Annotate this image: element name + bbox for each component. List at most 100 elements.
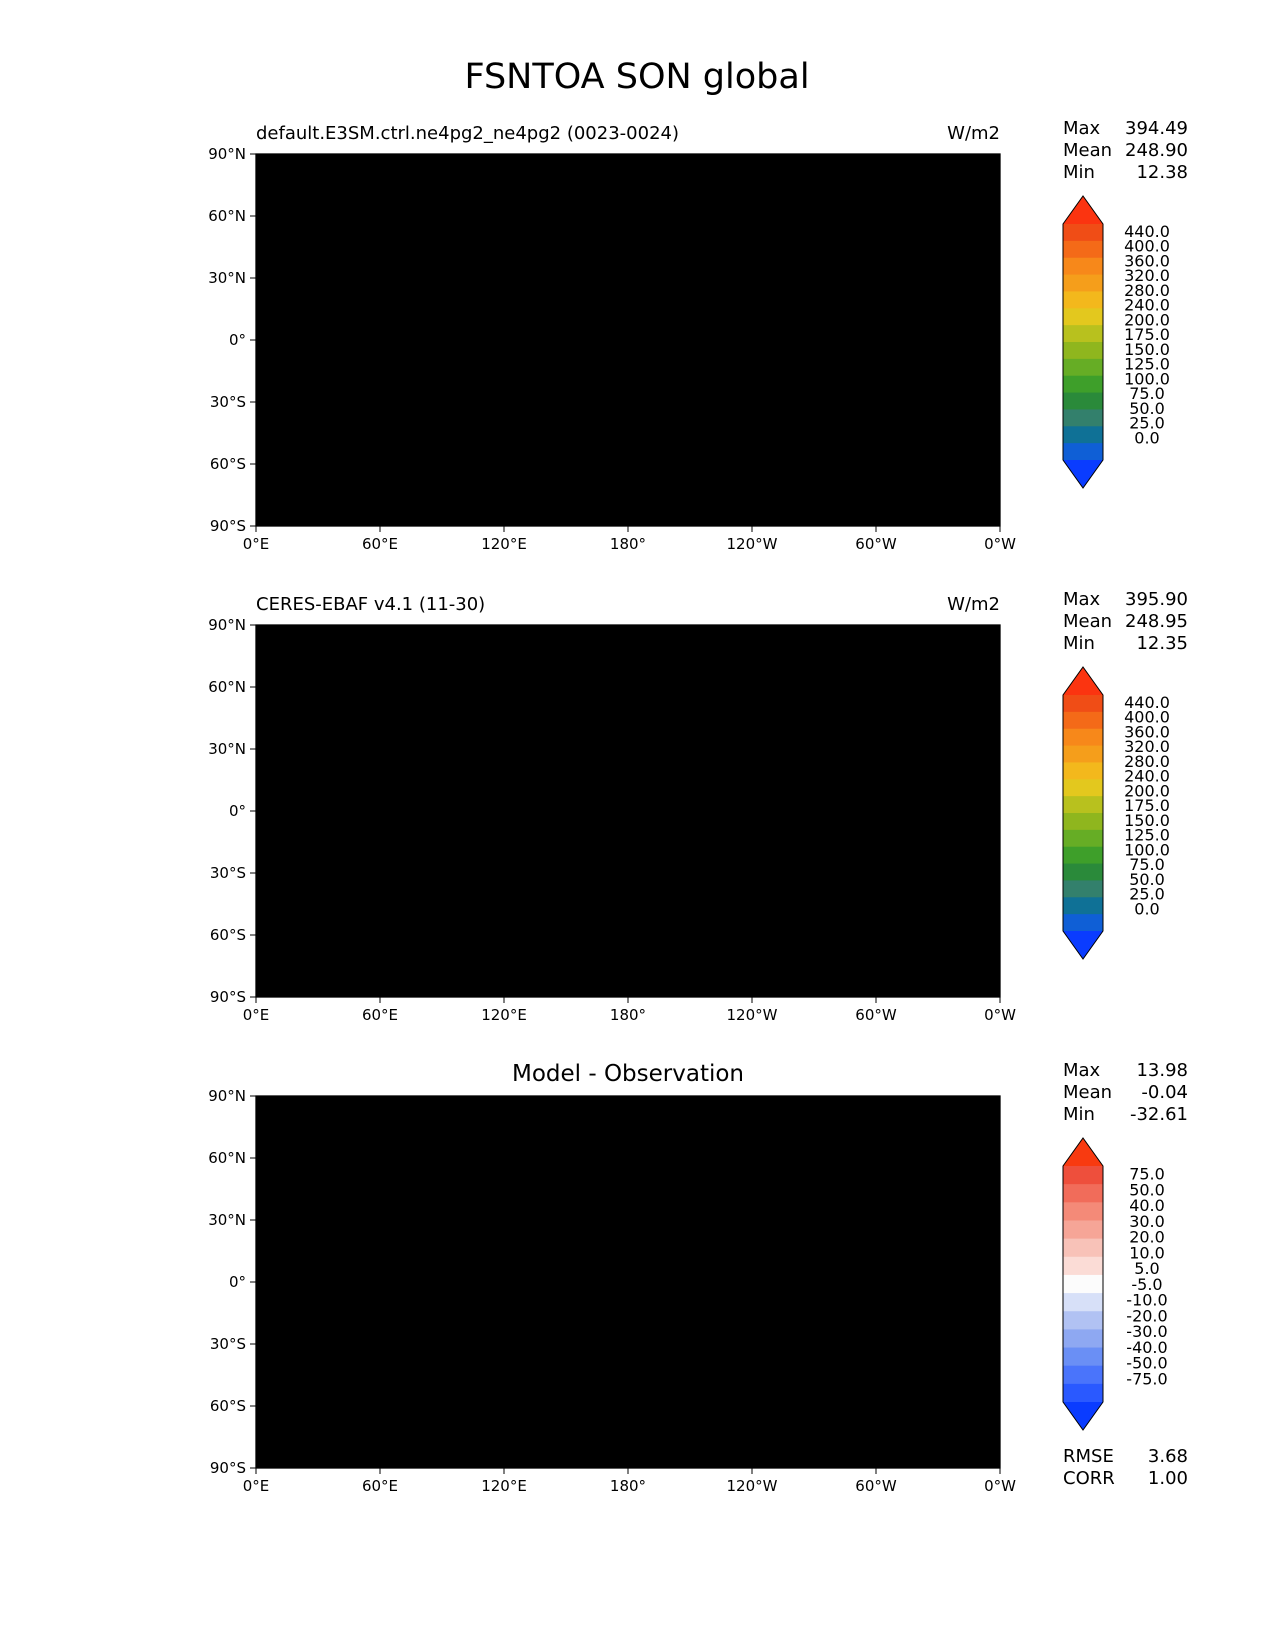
colorbar-label: 125.0 [1124, 355, 1170, 374]
colorbar-label: -40.0 [1126, 1338, 1167, 1357]
stat-min-label: Min [1063, 162, 1095, 183]
map-plot-observation [256, 625, 1000, 997]
colorbar-label: 360.0 [1124, 722, 1170, 741]
x-tick-label: 60°E [362, 535, 398, 553]
x-tick-label: 60°E [362, 1006, 398, 1024]
x-tick-label: 0°W [984, 1006, 1016, 1024]
y-tick-label: 60°N [208, 678, 246, 696]
x-tick-label: 60°W [855, 535, 897, 553]
stat-mean-label: Mean [1063, 1082, 1112, 1103]
colorbar-label: 50.0 [1129, 399, 1165, 418]
stat-min-label: Min [1063, 633, 1095, 654]
colorbar-segment [1063, 342, 1103, 360]
y-tick-label: 90°S [210, 988, 246, 1006]
colorbar-label: 75.0 [1129, 384, 1165, 403]
stats-observation: Max 395.90 Mean 248.95 Min 12.35 [1063, 589, 1188, 654]
colorbar-segment [1063, 711, 1103, 730]
y-tick-label: 60°N [208, 1149, 246, 1167]
colorbar-label: -20.0 [1126, 1306, 1167, 1325]
x-tick-label: 0°W [984, 1477, 1016, 1495]
panel-model: default.E3SM.ctrl.ne4pg2_ne4pg2 (0023-00… [208, 118, 1188, 553]
colorbar-segment [1063, 240, 1103, 259]
colorbar-label: -10.0 [1126, 1291, 1167, 1310]
y-tick-label: 30°S [210, 393, 246, 411]
stat-mean-label: Mean [1063, 611, 1112, 632]
colorbar-segment [1063, 1365, 1103, 1385]
colorbar-segment [1063, 1256, 1103, 1276]
y-tick-label: 30°N [208, 740, 246, 758]
metric-rmse-value: 3.68 [1148, 1446, 1188, 1467]
colorbar-segment [1063, 1293, 1103, 1312]
colorbar-label: 150.0 [1124, 811, 1170, 830]
colorbar-segment [1063, 897, 1103, 915]
colorbar-segment [1063, 1220, 1103, 1240]
y-tick-label: 90°S [210, 517, 246, 535]
colorbar-difference: 75.050.040.030.020.010.05.0-5.0-10.0-20.… [1062, 1137, 1168, 1431]
axes-model: 0°E 60°E 120°E 180° 120°W 60°W 0°W 90°N 60°N 30°N… [208, 145, 1016, 553]
y-tick-label: 90°N [208, 145, 246, 163]
x-tick-label: 60°E [362, 1477, 398, 1495]
colorbar-extend-bottom [1063, 460, 1103, 488]
colorbar-segment [1063, 426, 1103, 444]
colorbar-segment [1063, 392, 1103, 410]
colorbar-segment [1063, 796, 1103, 814]
stat-min-value: 12.38 [1136, 162, 1188, 183]
colorbar-extend-bottom [1063, 1402, 1103, 1430]
colorbar-label: -75.0 [1126, 1369, 1167, 1388]
colorbar-segment [1063, 1238, 1103, 1258]
colorbar-segment [1063, 846, 1103, 865]
colorbar-label: 50.0 [1129, 1180, 1165, 1199]
colorbar-label: 50.0 [1129, 870, 1165, 889]
colorbar-extend-top [1063, 667, 1103, 695]
x-tick-label: 120°E [481, 1006, 527, 1024]
y-tick-label: 60°N [208, 207, 246, 225]
panel-model-units: W/m2 [947, 123, 1000, 144]
x-tick-label: 60°W [855, 1477, 897, 1495]
x-tick-label: 120°W [727, 1477, 778, 1495]
colorbar-segment [1063, 1383, 1103, 1403]
colorbar-segment [1063, 1184, 1103, 1203]
colorbar-label: 10.0 [1129, 1243, 1165, 1262]
stat-min-label: Min [1063, 1104, 1095, 1125]
x-tick-label: 120°W [727, 1006, 778, 1024]
colorbar-label: 440.0 [1124, 693, 1170, 712]
colorbar-segment [1063, 863, 1103, 881]
colorbar-segment [1063, 1329, 1103, 1349]
map-plot-difference [256, 1096, 1000, 1468]
panel-model-title: default.E3SM.ctrl.ne4pg2_ne4pg2 (0023-00… [256, 123, 679, 144]
colorbar-label: 440.0 [1124, 222, 1170, 241]
x-tick-label: 0°E [243, 535, 270, 553]
coastlines [256, 640, 1000, 971]
colorbar-label: 175.0 [1124, 325, 1170, 344]
colorbar-segment [1063, 762, 1103, 780]
colorbar-model: 440.0400.0360.0320.0280.0240.0200.0175.0… [1062, 195, 1170, 489]
heatmap-field [256, 154, 1000, 526]
y-tick-label: 60°S [210, 455, 246, 473]
colorbar-segment [1063, 813, 1103, 831]
colorbar-outline [1062, 666, 1104, 960]
colorbar-segment [1063, 224, 1103, 242]
colorbar-segment [1063, 1166, 1103, 1185]
difference-field [256, 1096, 1000, 1468]
stat-max-value: 394.49 [1125, 118, 1188, 139]
x-tick-label: 0°E [243, 1006, 270, 1024]
colorbar-segment [1063, 1311, 1103, 1330]
x-tick-label: 120°E [481, 535, 527, 553]
axes-difference: 0°E 60°E 120°E 180° 120°W 60°W 0°W 90°N 60°N 30°N… [208, 1087, 1016, 1495]
x-tick-label: 180° [610, 1006, 646, 1024]
y-tick-label: 0° [229, 1273, 246, 1291]
colorbar-label: -5.0 [1131, 1275, 1162, 1294]
colorbar-segment [1063, 257, 1103, 276]
colorbar-label: 175.0 [1124, 796, 1170, 815]
colorbar-label: 5.0 [1134, 1259, 1159, 1278]
stat-max-value: 13.98 [1136, 1060, 1188, 1081]
colorbar-label: 150.0 [1124, 340, 1170, 359]
colorbar-extend-top [1063, 196, 1103, 224]
axes-observation: 0°E 60°E 120°E 180° 120°W 60°W 0°W 90°N 60°N 30°N… [208, 616, 1016, 1024]
x-tick-label: 180° [610, 1477, 646, 1495]
colorbar-segment [1063, 695, 1103, 713]
colorbar-segment [1063, 1202, 1103, 1221]
colorbar-outline [1062, 1137, 1104, 1431]
heatmap-field [256, 625, 1000, 997]
x-tick-label: 120°E [481, 1477, 527, 1495]
